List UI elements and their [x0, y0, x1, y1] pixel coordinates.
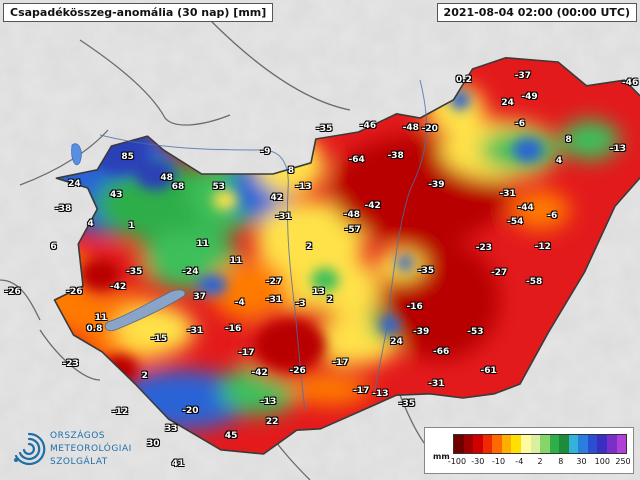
- legend-swatch: [607, 435, 617, 453]
- legend-swatch: [520, 435, 531, 453]
- legend-unit: mm: [433, 452, 450, 461]
- legend-swatch: [454, 435, 464, 453]
- border-slovenia-west: [0, 279, 41, 321]
- logo-line-1: ORSZÁGOS: [50, 431, 105, 441]
- border-austria: [19, 129, 109, 186]
- river-danube: [99, 134, 306, 411]
- border-slovakia-north: [209, 19, 351, 111]
- legend-swatch: [568, 435, 579, 453]
- legend-tick-label: 2: [537, 457, 543, 466]
- lake-balaton: [104, 289, 186, 332]
- legend-swatch: [482, 435, 493, 453]
- legend-swatch: [597, 435, 607, 453]
- legend-swatch: [501, 435, 512, 453]
- legend-swatch: [511, 435, 521, 453]
- omsz-logo-icon: [14, 432, 46, 466]
- legend-tick-label: -100: [447, 457, 467, 466]
- rivers: [99, 79, 427, 411]
- lake-neusiedl: [71, 143, 82, 166]
- legend-tick-label: 30: [576, 457, 587, 466]
- legend-swatch: [559, 435, 569, 453]
- legend-swatch: [587, 435, 598, 453]
- legend-tick-label: -10: [491, 457, 506, 466]
- legend-swatch: [530, 435, 541, 453]
- legend-tick-label: -4: [515, 457, 524, 466]
- hungary-border: [53, 57, 640, 455]
- border-slovenia: [39, 329, 101, 381]
- river-tisza: [374, 79, 427, 391]
- legend-swatch: [473, 435, 483, 453]
- border-austria-slovakia: [79, 39, 231, 126]
- legend-swatch: [549, 435, 560, 453]
- legend-tick-label: 100: [594, 457, 610, 466]
- legend-tick-label: 250: [615, 457, 631, 466]
- legend-swatch: [492, 435, 502, 453]
- legend-ticks: -100 -30 -10 -4 2 8 30 100 250: [448, 457, 631, 469]
- color-legend: mm -100 -30 -10 -4 2 8 30 100 250: [424, 427, 634, 474]
- omsz-logo: ORSZÁGOS METEOROLÓGIAI SZOLGÁLAT: [10, 430, 160, 474]
- logo-line-2: METEOROLÓGIAI: [50, 444, 132, 454]
- legend-tick-label: -30: [471, 457, 485, 466]
- map-title: Csapadékösszeg-anomália (30 nap) [mm]: [3, 3, 274, 22]
- legend-swatch: [616, 435, 627, 453]
- legend-swatch: [463, 435, 474, 453]
- legend-swatch: [540, 435, 550, 453]
- map-timestamp: 2021-08-04 02:00 (00:00 UTC): [436, 3, 637, 22]
- legend-color-bar: [453, 434, 627, 454]
- logo-line-3: SZOLGÁLAT: [50, 457, 108, 467]
- legend-swatch: [578, 435, 588, 453]
- legend-tick-label: 8: [558, 457, 564, 466]
